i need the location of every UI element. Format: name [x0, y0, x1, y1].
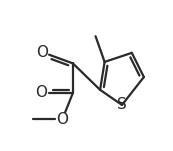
Text: O: O [56, 112, 68, 127]
Text: O: O [36, 45, 48, 60]
Text: O: O [35, 85, 47, 100]
Text: S: S [117, 97, 127, 112]
